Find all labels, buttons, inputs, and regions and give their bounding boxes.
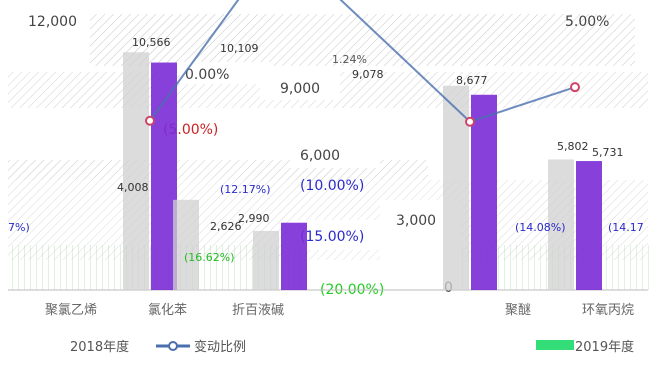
bar-label-4: 2,990 <box>238 212 270 225</box>
y-right-tick-4: (15.00%) <box>300 229 364 245</box>
pct-point-2 <box>465 116 475 127</box>
bar-label-0: 10,566 <box>132 36 171 49</box>
bars-group <box>123 52 602 291</box>
bg-patch-1 <box>180 62 270 84</box>
category-label-4: 环氧丙烷 <box>582 303 634 318</box>
y-right-tick-3: (10.00%) <box>300 178 364 194</box>
legend-marker-icon <box>168 341 178 351</box>
y-left-tick-0: 12,000 <box>28 14 77 30</box>
bg-patch-3 <box>290 140 380 168</box>
legend-label-2018: 2018年度 <box>70 339 129 355</box>
category-label-0: 聚氯乙烯 <box>45 303 97 318</box>
bar-2019-2 <box>281 222 307 290</box>
bg-patch-2 <box>260 72 340 100</box>
y-left-tick-2: 6,000 <box>300 148 340 164</box>
legend-label-change: 变动比例 <box>194 339 246 355</box>
pct-point-3 <box>570 82 580 93</box>
legend-swatch-2019 <box>536 340 574 350</box>
bar-2019-3 <box>471 94 497 290</box>
bar-label-8: 5,731 <box>592 146 624 159</box>
legend: 2018年度 变动比例 2019年度 <box>70 339 634 355</box>
pct-label-1: (12.17%) <box>220 183 271 196</box>
category-label-3: 聚醚 <box>505 303 531 318</box>
pct-label-4: (14.17 <box>608 221 644 234</box>
bar-2019-4 <box>576 161 602 290</box>
bar-2018-1 <box>173 199 199 290</box>
bar-2018-4 <box>548 159 574 290</box>
bar-label-3: 2,626 <box>210 220 242 233</box>
y-right-tick-0: 5.00% <box>565 14 609 30</box>
bar-2018-2 <box>253 230 279 290</box>
pct-label-0: 1.24% <box>332 53 367 66</box>
category-label-2: 折百液碱 <box>232 303 284 318</box>
pct-label-5: 7%) <box>8 221 30 234</box>
bar-label-5: 9,078 <box>352 68 384 81</box>
hatch-band-top <box>90 14 635 66</box>
pct-label-2: (16.62%) <box>184 251 235 264</box>
bar-label-6: 8,677 <box>456 74 488 87</box>
pct-line-group <box>145 0 580 127</box>
pct-label-3: (14.08%) <box>515 221 566 234</box>
y-right-tick-1: 0.00% <box>185 67 229 83</box>
legend-label-2019: 2019年度 <box>575 339 634 355</box>
bar-2018-0 <box>123 52 149 290</box>
y-left-tick-1: 9,000 <box>280 81 320 97</box>
category-label-1: 氯化苯 <box>148 303 187 318</box>
bar-label-2: 4,008 <box>117 181 149 194</box>
pct-point-0 <box>145 115 155 126</box>
pct-line <box>149 0 576 123</box>
bar-label-1: 10,109 <box>220 42 259 55</box>
bar-2018-3 <box>443 85 469 291</box>
y-left-tick-3: 3,000 <box>396 213 436 229</box>
bar-label-7: 5,802 <box>557 140 589 153</box>
